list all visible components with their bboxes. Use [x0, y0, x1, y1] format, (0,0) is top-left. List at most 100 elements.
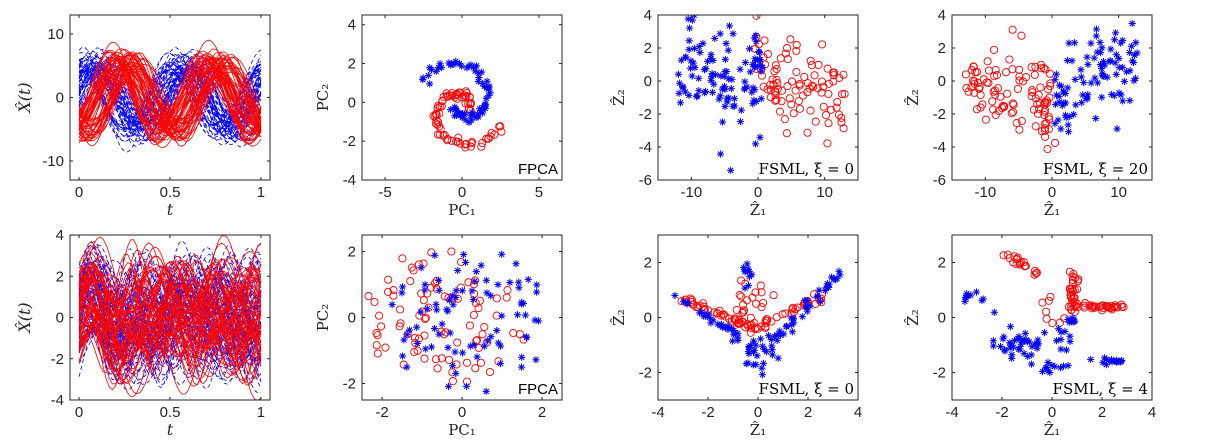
point-circle-red — [1036, 83, 1045, 92]
point-circle-red — [1069, 294, 1078, 303]
x-tick-label: 2 — [804, 404, 812, 421]
point-star-blue — [398, 283, 407, 291]
point-star-blue — [482, 387, 490, 395]
point-circle-red — [823, 64, 832, 73]
x-tick-label: 1 — [257, 404, 265, 421]
point-circle-red — [781, 49, 790, 58]
point-star-blue — [1034, 336, 1042, 344]
point-circle-red — [1031, 62, 1040, 72]
y-tick-label: 2 — [644, 255, 652, 272]
point-circle-red — [795, 79, 804, 88]
point-circle-red — [785, 94, 794, 103]
series-blue-curve — [78, 244, 262, 373]
x-axis-label: Ẑ₁ — [750, 421, 766, 439]
point-circle-red — [1037, 64, 1046, 73]
y-tick-label: 10 — [47, 26, 64, 43]
point-circle-red — [999, 102, 1009, 112]
point-circle-red — [757, 303, 766, 312]
point-circle-red — [1105, 303, 1114, 313]
point-star-blue — [413, 323, 421, 331]
point-circle-red — [762, 314, 771, 324]
point-circle-red — [1027, 63, 1036, 72]
x-tick-label: -10 — [974, 184, 996, 201]
point-circle-red — [1032, 268, 1041, 277]
point-star-blue — [1120, 77, 1129, 85]
point-circle-red — [972, 67, 982, 76]
point-circle-red — [814, 60, 823, 69]
point-circle-red — [780, 115, 789, 124]
point-star-blue — [472, 62, 481, 70]
point-star-blue — [745, 45, 754, 53]
point-star-blue — [722, 39, 730, 48]
point-circle-red — [834, 110, 844, 119]
point-circle-red — [478, 330, 487, 339]
point-star-blue — [749, 100, 757, 108]
y-tick-label: 2 — [56, 268, 64, 285]
point-circle-red — [819, 102, 828, 111]
point-star-blue — [533, 288, 541, 296]
panel-1-0: 0 0.5 1 -4 -2 0 2 4 t X̂(t) — [15, 227, 271, 439]
point-circle-red — [810, 71, 819, 80]
point-circle-red — [782, 44, 792, 53]
series-red-curve — [78, 255, 262, 391]
point-star-blue — [518, 353, 526, 361]
y-axis-label: Ẑ₂ — [904, 309, 922, 325]
point-circle-red — [786, 35, 795, 44]
point-star-blue — [460, 250, 468, 259]
point-star-blue — [730, 326, 738, 335]
point-star-blue — [773, 336, 781, 344]
point-circle-red — [492, 294, 501, 303]
point-star-blue — [427, 343, 436, 351]
point-circle-red — [771, 96, 780, 105]
point-star-blue — [444, 344, 452, 352]
point-circle-red — [737, 292, 746, 301]
point-star-blue — [1071, 75, 1079, 84]
series-red-curve — [78, 268, 262, 373]
point-circle-red — [775, 107, 784, 116]
point-star-blue — [469, 295, 477, 304]
point-circle-red — [739, 307, 748, 317]
point-star-blue — [1077, 66, 1085, 74]
series-blue-curve — [78, 245, 262, 389]
point-circle-red — [453, 137, 462, 146]
point-star-blue — [1094, 79, 1102, 87]
point-circle-red — [817, 298, 826, 307]
point-star-blue — [472, 268, 480, 276]
point-circle-red — [1009, 107, 1018, 117]
point-star-blue — [740, 85, 749, 93]
point-star-blue — [496, 360, 505, 368]
y-axis-label: PC₂ — [314, 84, 332, 112]
series-red-curve — [78, 255, 262, 368]
point-circle-red — [806, 56, 815, 65]
point-star-blue — [431, 324, 439, 333]
series-blue-curve — [78, 53, 262, 136]
point-star-blue — [1106, 357, 1114, 365]
x-tick-label: 10 — [1110, 184, 1127, 201]
point-circle-red — [372, 341, 381, 350]
point-star-blue — [460, 110, 468, 118]
x-tick-label: 10 — [816, 184, 833, 201]
x-tick-label: -10 — [680, 184, 702, 201]
x-tick-label: 4 — [1148, 404, 1156, 421]
point-circle-red — [982, 78, 991, 87]
series-red-curve — [78, 71, 262, 147]
point-circle-red — [478, 138, 487, 148]
point-star-blue — [831, 276, 839, 284]
point-star-blue — [989, 342, 997, 350]
point-circle-red — [968, 76, 978, 85]
point-star-blue — [707, 51, 715, 59]
point-circle-red — [761, 322, 770, 331]
point-star-blue — [449, 301, 457, 309]
series-blue-curve — [78, 59, 262, 142]
point-circle-red — [1033, 99, 1042, 109]
point-star-blue — [1038, 367, 1047, 376]
plot-area — [674, 15, 849, 174]
series-red-curve — [78, 258, 261, 395]
point-star-blue — [685, 45, 693, 54]
y-tick-label: 0 — [938, 310, 946, 327]
point-circle-red — [1044, 125, 1053, 134]
y-tick-label: -4 — [639, 139, 652, 156]
point-circle-red — [1027, 92, 1036, 101]
x-tick-label: 0 — [1048, 404, 1056, 421]
point-circle-red — [1007, 109, 1016, 118]
